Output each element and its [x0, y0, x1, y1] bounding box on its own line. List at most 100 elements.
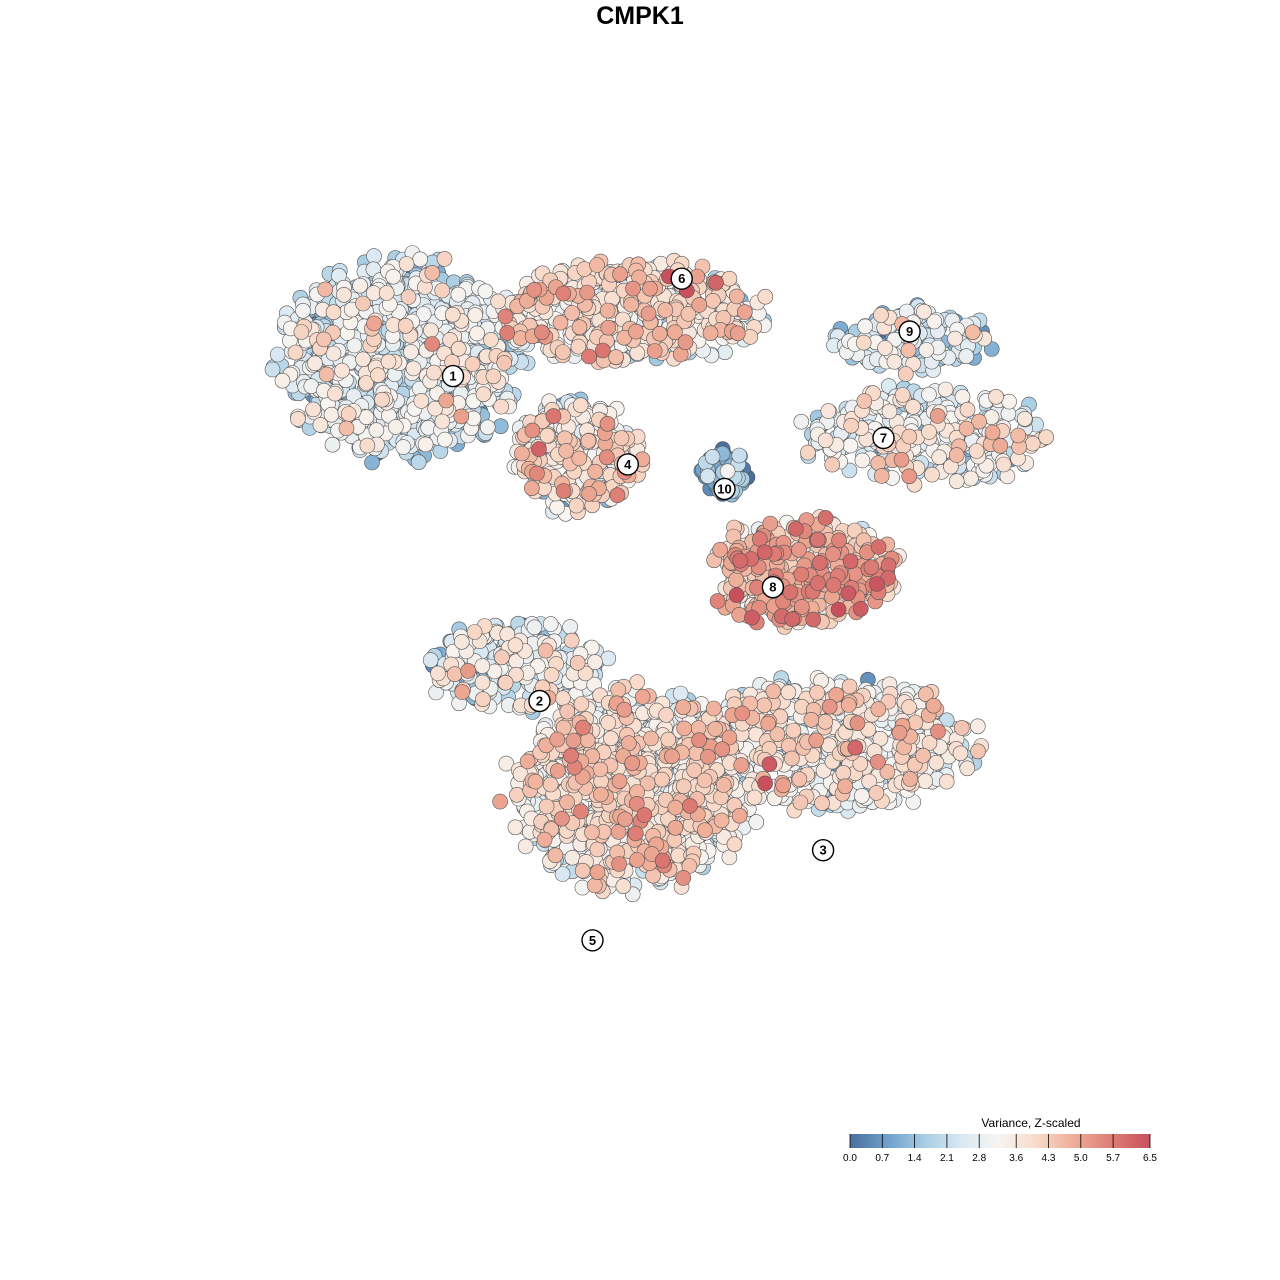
data-point: [519, 292, 535, 309]
data-point: [817, 432, 834, 449]
data-point: [387, 419, 404, 435]
data-point: [775, 777, 792, 794]
data-point: [643, 730, 659, 747]
data-point: [969, 718, 986, 735]
data-point: [580, 433, 597, 449]
data-point: [555, 285, 572, 302]
data-point: [697, 822, 713, 839]
data-point: [756, 697, 772, 714]
data-point: [857, 318, 873, 335]
data-point: [493, 398, 510, 415]
data-point: [336, 286, 352, 303]
data-point: [948, 447, 965, 463]
data-point: [793, 599, 810, 615]
data-point: [765, 683, 782, 700]
data-point: [565, 732, 582, 749]
cluster-label-4: 4: [616, 453, 639, 476]
data-point: [358, 375, 375, 391]
data-point: [682, 798, 698, 814]
data-point: [466, 624, 483, 640]
data-point: [378, 285, 395, 301]
data-point: [579, 284, 596, 301]
legend-tick-label: 3.6: [1009, 1153, 1023, 1164]
data-point: [800, 444, 816, 461]
data-point: [931, 449, 948, 466]
data-point: [599, 302, 616, 319]
data-point: [959, 401, 976, 418]
data-point: [453, 408, 470, 425]
cluster-label-text: 3: [819, 843, 826, 858]
data-point: [519, 753, 536, 770]
cluster-label-6: 6: [670, 267, 693, 290]
data-point: [660, 731, 677, 748]
data-point: [873, 307, 889, 323]
data-point: [962, 470, 979, 487]
data-point: [496, 355, 513, 371]
cluster-label-8: 8: [761, 576, 785, 599]
data-point: [731, 807, 748, 824]
data-point: [696, 772, 713, 789]
data-point: [397, 317, 414, 334]
data-point: [537, 642, 554, 659]
data-point: [852, 600, 869, 617]
data-point: [629, 852, 645, 868]
data-point: [564, 849, 581, 866]
data-point: [841, 678, 858, 695]
data-point: [837, 778, 853, 795]
data-point: [413, 393, 430, 409]
data-point: [529, 465, 545, 482]
data-point: [714, 741, 731, 758]
data-point: [968, 443, 985, 459]
data-point: [340, 406, 357, 422]
data-point: [325, 304, 342, 321]
data-point: [324, 436, 341, 453]
data-point: [563, 632, 580, 649]
data-point: [615, 878, 632, 895]
legend-tick-label: 4.3: [1042, 1153, 1056, 1164]
data-point: [616, 701, 633, 718]
data-point: [791, 771, 808, 788]
data-point: [658, 707, 675, 723]
data-point: [947, 330, 963, 347]
data-point: [733, 757, 750, 773]
data-point: [359, 437, 376, 454]
data-point: [547, 847, 564, 864]
cluster-label-5: 5: [581, 929, 604, 952]
data-point: [926, 313, 943, 330]
data-point: [436, 251, 453, 267]
data-point: [559, 794, 575, 811]
data-point: [699, 468, 716, 485]
data-point: [598, 449, 615, 466]
data-point: [929, 408, 946, 424]
data-point: [474, 674, 491, 691]
data-point: [902, 771, 919, 787]
data-point: [861, 773, 878, 790]
cluster-label-text: 6: [678, 271, 685, 286]
data-point: [958, 348, 975, 365]
data-point: [475, 691, 491, 708]
data-point: [1038, 429, 1054, 446]
data-point: [825, 546, 841, 562]
data-point: [403, 344, 419, 360]
data-point: [651, 325, 668, 342]
data-point: [677, 334, 694, 351]
data-point: [769, 726, 786, 743]
data-point: [729, 325, 746, 342]
data-point: [721, 270, 738, 287]
data-point: [611, 773, 628, 790]
data-point: [587, 654, 603, 670]
cluster-label-marker: [898, 320, 921, 343]
data-point: [667, 819, 684, 836]
data-point: [840, 697, 857, 713]
data-point: [918, 342, 935, 358]
data-point: [900, 342, 917, 359]
data-point: [921, 386, 937, 403]
data-point: [863, 559, 880, 576]
data-point: [636, 807, 653, 823]
data-point: [667, 799, 684, 816]
data-point: [869, 576, 885, 592]
data-point: [852, 755, 869, 772]
data-point: [732, 552, 748, 569]
data-point: [524, 422, 541, 439]
